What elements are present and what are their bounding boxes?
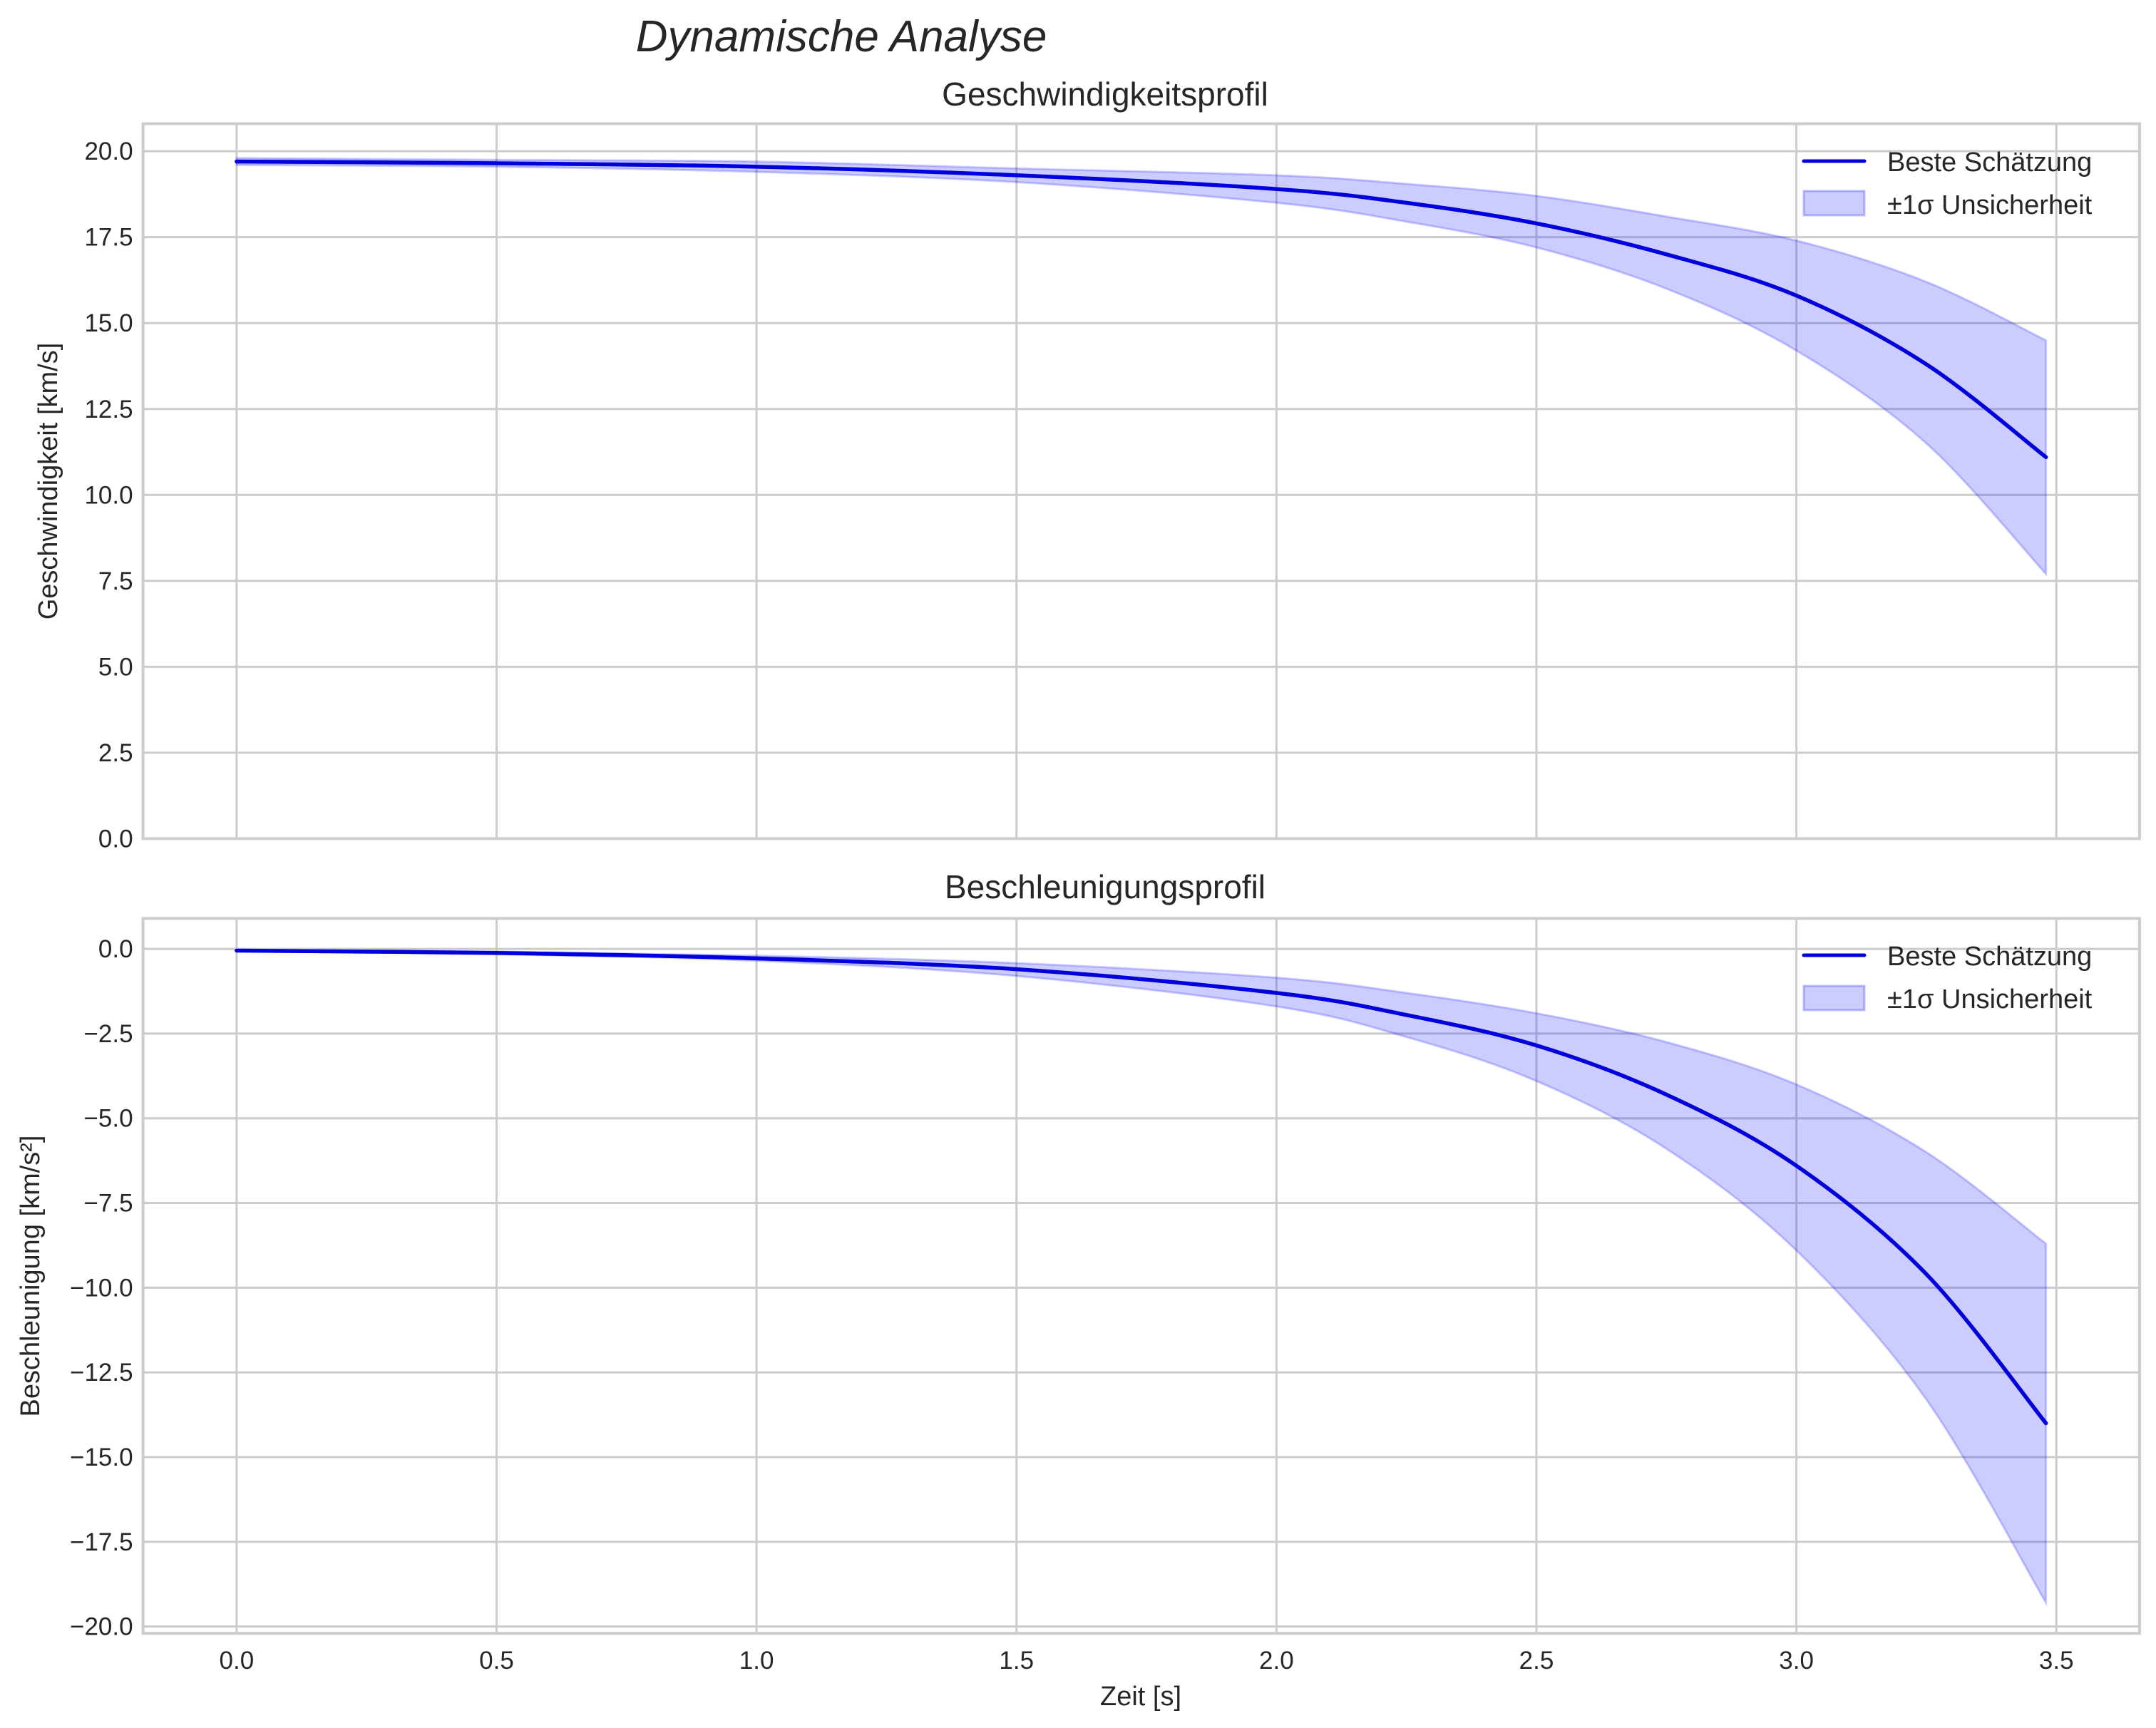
y-tick-label: 2.5 <box>98 739 133 767</box>
velocity-grid <box>141 122 2141 840</box>
acceleration-plot-area <box>235 948 2048 1607</box>
best-estimate-line <box>235 159 2048 460</box>
y-tick-label: −20.0 <box>70 1613 133 1641</box>
velocity-y-ticks: 0.0 2.5 5.0 7.5 10.0 12.5 15.0 17.5 20.0 <box>84 138 133 853</box>
legend-line-label: Beste Schätzung <box>1887 942 2092 972</box>
legend-band-swatch <box>1802 984 1866 1012</box>
y-tick-label: −12.5 <box>70 1359 133 1387</box>
acceleration-panel: Beschleunigungsprofil 0.0 −2.5 −5.0 −7.5 −10… <box>16 868 2141 1712</box>
best-estimate-line <box>235 948 2048 1426</box>
velocity-panel-title: Geschwindigkeitsprofil <box>942 76 1268 113</box>
y-tick-label: 0.0 <box>98 825 133 853</box>
y-tick-label: −5.0 <box>83 1105 133 1133</box>
y-tick-label: 5.0 <box>98 653 133 681</box>
acceleration-y-axis-label: Beschleunigung [km/s²] <box>16 1136 46 1417</box>
uncertainty-band <box>235 157 2048 577</box>
figure-suptitle: Dynamische Analyse <box>636 12 1047 61</box>
velocity-panel: Geschwindigkeitsprofil 0.0 2.5 5.0 7.5 10.0 1… <box>34 76 2141 853</box>
y-tick-label: −10.0 <box>70 1274 133 1302</box>
y-tick-label: 17.5 <box>84 224 133 252</box>
x-tick-label: 0.0 <box>220 1647 255 1675</box>
velocity-legend: Beste Schätzung ±1σ Unsicherheit <box>1802 148 2093 220</box>
legend-band-swatch <box>1802 190 1866 217</box>
x-tick-label: 3.5 <box>2039 1647 2074 1675</box>
y-tick-label: 0.0 <box>98 935 133 963</box>
y-tick-label: 20.0 <box>84 138 133 165</box>
x-tick-label: 0.5 <box>479 1647 514 1675</box>
legend-band-label: ±1σ Unsicherheit <box>1887 984 2093 1014</box>
y-tick-label: 12.5 <box>84 396 133 423</box>
acceleration-grid <box>141 917 2141 1635</box>
x-tick-label: 2.0 <box>1259 1647 1294 1675</box>
y-tick-label: 15.0 <box>84 309 133 337</box>
axes-frame <box>141 917 2141 1635</box>
y-tick-label: 10.0 <box>84 481 133 509</box>
x-tick-label: 3.0 <box>1779 1647 1814 1675</box>
x-tick-label: 1.0 <box>739 1647 774 1675</box>
axes-frame <box>141 122 2141 840</box>
uncertainty-band <box>235 949 2048 1607</box>
velocity-plot-area <box>235 157 2048 577</box>
legend-line-label: Beste Schätzung <box>1887 148 2092 178</box>
y-tick-label: −17.5 <box>70 1528 133 1556</box>
legend-band-label: ±1σ Unsicherheit <box>1887 190 2093 220</box>
x-tick-label: 1.5 <box>999 1647 1034 1675</box>
y-tick-label: −7.5 <box>83 1190 133 1218</box>
x-ticks: 0.0 0.5 1.0 1.5 2.0 2.5 3.0 3.5 <box>220 1647 2074 1675</box>
y-tick-label: 7.5 <box>98 567 133 595</box>
acceleration-legend: Beste Schätzung ±1σ Unsicherheit <box>1802 942 2093 1014</box>
x-axis-label: Zeit [s] <box>1100 1682 1181 1712</box>
acceleration-panel-title: Beschleunigungsprofil <box>945 868 1266 905</box>
y-tick-label: −2.5 <box>83 1020 133 1048</box>
velocity-y-axis-label: Geschwindigkeit [km/s] <box>34 343 63 620</box>
x-tick-label: 2.5 <box>1519 1647 1554 1675</box>
acceleration-y-ticks: 0.0 −2.5 −5.0 −7.5 −10.0 −12.5 −15.0 −17.5 −20.0 <box>70 935 133 1641</box>
y-tick-label: −15.0 <box>70 1444 133 1471</box>
